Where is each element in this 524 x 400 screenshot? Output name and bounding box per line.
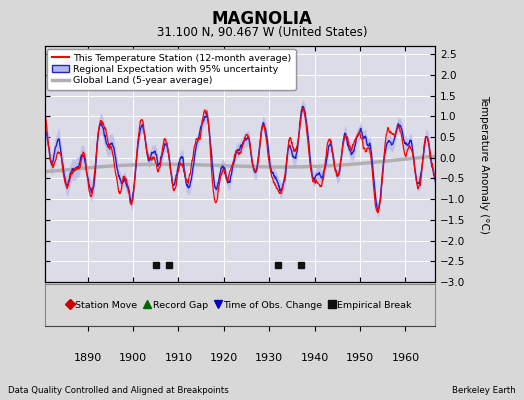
Y-axis label: Temperature Anomaly (°C): Temperature Anomaly (°C) <box>479 94 489 234</box>
Legend: This Temperature Station (12-month average), Regional Expectation with 95% uncer: This Temperature Station (12-month avera… <box>47 49 296 90</box>
Text: 31.100 N, 90.467 W (United States): 31.100 N, 90.467 W (United States) <box>157 26 367 39</box>
Text: Berkeley Earth: Berkeley Earth <box>452 386 516 395</box>
Legend: Station Move, Record Gap, Time of Obs. Change, Empirical Break: Station Move, Record Gap, Time of Obs. C… <box>65 298 414 312</box>
Text: Data Quality Controlled and Aligned at Breakpoints: Data Quality Controlled and Aligned at B… <box>8 386 228 395</box>
Text: MAGNOLIA: MAGNOLIA <box>212 10 312 28</box>
